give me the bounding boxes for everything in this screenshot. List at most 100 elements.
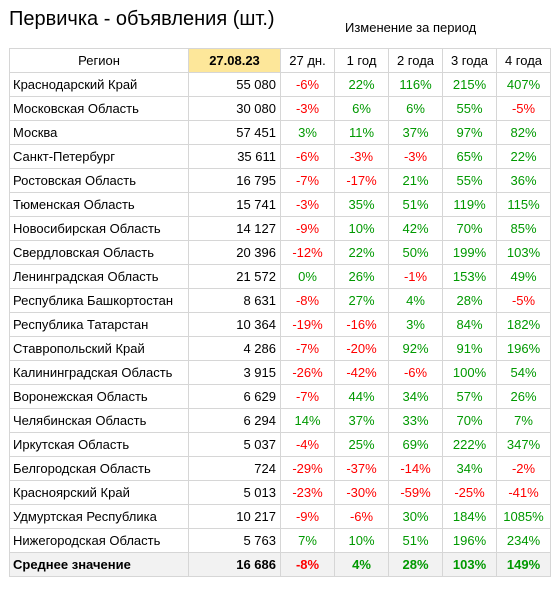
region-cell: Белгородская Область xyxy=(9,456,189,481)
change-2-years-cell: 34% xyxy=(388,384,443,409)
change-3-years-cell: 65% xyxy=(442,144,497,169)
change-4-years-cell: -2% xyxy=(496,456,551,481)
table-row: Свердловская Область 20 396 -12% 22% 50% 199%… xyxy=(9,240,551,265)
listings-count-cell: 15 741 xyxy=(188,192,281,217)
listings-count-cell: 5 013 xyxy=(188,480,281,505)
change-1-year-cell: 10% xyxy=(334,216,389,241)
header-4-years: 4 года xyxy=(496,48,551,73)
change-4-years-cell: 36% xyxy=(496,168,551,193)
change-1-year-cell: -42% xyxy=(334,360,389,385)
change-27-days-cell: -7% xyxy=(280,336,335,361)
change-3-years-cell: 97% xyxy=(442,120,497,145)
change-1-year-cell: -30% xyxy=(334,480,389,505)
change-2-years-cell: 92% xyxy=(388,336,443,361)
change-2-years-cell: 69% xyxy=(388,432,443,457)
listings-count-cell: 10 364 xyxy=(188,312,281,337)
table-row: Московская Область 30 080 -3% 6% 6% 55% -5% xyxy=(9,96,551,121)
change-2-years-cell: -6% xyxy=(388,360,443,385)
change-27-days-cell: -8% xyxy=(280,288,335,313)
change-4-years-cell: 54% xyxy=(496,360,551,385)
change-4-years-cell: -5% xyxy=(496,288,551,313)
change-3-years-cell: 103% xyxy=(442,552,497,577)
region-cell: Республика Башкортостан xyxy=(9,288,189,313)
change-1-year-cell: -3% xyxy=(334,144,389,169)
change-27-days-cell: -19% xyxy=(280,312,335,337)
table-row: Удмуртская Республика 10 217 -9% -6% 30% 184%… xyxy=(9,504,551,529)
average-row: Среднее значение 16 686 -8% 4% 28% 103% 149% xyxy=(9,552,551,577)
header-2-years: 2 года xyxy=(388,48,443,73)
change-3-years-cell: 70% xyxy=(442,408,497,433)
change-2-years-cell: 51% xyxy=(388,192,443,217)
period-change-caption: Изменение за период xyxy=(345,20,477,35)
listings-count-cell: 4 286 xyxy=(188,336,281,361)
change-4-years-cell: 347% xyxy=(496,432,551,457)
listings-count-cell: 6 294 xyxy=(188,408,281,433)
change-3-years-cell: 70% xyxy=(442,216,497,241)
change-4-years-cell: -41% xyxy=(496,480,551,505)
change-4-years-cell: 82% xyxy=(496,120,551,145)
listings-count-cell: 8 631 xyxy=(188,288,281,313)
change-4-years-cell: 407% xyxy=(496,72,551,97)
listings-count-cell: 35 611 xyxy=(188,144,281,169)
change-27-days-cell: -9% xyxy=(280,216,335,241)
change-2-years-cell: 28% xyxy=(388,552,443,577)
change-2-years-cell: 4% xyxy=(388,288,443,313)
change-2-years-cell: 42% xyxy=(388,216,443,241)
listings-count-cell: 5 037 xyxy=(188,432,281,457)
change-4-years-cell: 85% xyxy=(496,216,551,241)
change-27-days-cell: -23% xyxy=(280,480,335,505)
change-2-years-cell: 50% xyxy=(388,240,443,265)
listings-count-cell: 16 686 xyxy=(188,552,281,577)
change-2-years-cell: 3% xyxy=(388,312,443,337)
change-1-year-cell: 27% xyxy=(334,288,389,313)
change-1-year-cell: -6% xyxy=(334,504,389,529)
change-1-year-cell: 4% xyxy=(334,552,389,577)
change-3-years-cell: 55% xyxy=(442,168,497,193)
change-4-years-cell: 115% xyxy=(496,192,551,217)
table-row: Челябинская Область 6 294 14% 37% 33% 70% 7% xyxy=(9,408,551,433)
change-4-years-cell: 49% xyxy=(496,264,551,289)
change-4-years-cell: 103% xyxy=(496,240,551,265)
average-label: Среднее значение xyxy=(9,552,189,577)
change-2-years-cell: -14% xyxy=(388,456,443,481)
change-3-years-cell: 55% xyxy=(442,96,497,121)
change-3-years-cell: 199% xyxy=(442,240,497,265)
change-3-years-cell: 28% xyxy=(442,288,497,313)
header-1-year: 1 год xyxy=(334,48,389,73)
region-cell: Нижегородская Область xyxy=(9,528,189,553)
table-row: Краснодарский Край 55 080 -6% 22% 116% 215% 40… xyxy=(9,72,551,97)
change-1-year-cell: 35% xyxy=(334,192,389,217)
change-1-year-cell: 22% xyxy=(334,72,389,97)
change-27-days-cell: -8% xyxy=(280,552,335,577)
region-cell: Удмуртская Республика xyxy=(9,504,189,529)
change-3-years-cell: 119% xyxy=(442,192,497,217)
change-4-years-cell: 26% xyxy=(496,384,551,409)
change-1-year-cell: 6% xyxy=(334,96,389,121)
change-27-days-cell: -3% xyxy=(280,96,335,121)
change-1-year-cell: -20% xyxy=(334,336,389,361)
table-row: Ленинградская Область 21 572 0% 26% -1% 153% 4… xyxy=(9,264,551,289)
table-row: Республика Башкортостан 8 631 -8% 27% 4% 28% -… xyxy=(9,288,551,313)
region-cell: Ленинградская Область xyxy=(9,264,189,289)
page-title: Первичка - объявления (шт.) xyxy=(9,8,275,30)
change-4-years-cell: 196% xyxy=(496,336,551,361)
table-row: Тюменская Область 15 741 -3% 35% 51% 119% 115% xyxy=(9,192,551,217)
region-cell: Московская Область xyxy=(9,96,189,121)
region-cell: Ростовская Область xyxy=(9,168,189,193)
region-cell: Краснодарский Край xyxy=(9,72,189,97)
change-27-days-cell: -6% xyxy=(280,72,335,97)
change-4-years-cell: 234% xyxy=(496,528,551,553)
listings-count-cell: 6 629 xyxy=(188,384,281,409)
region-cell: Челябинская Область xyxy=(9,408,189,433)
change-27-days-cell: -29% xyxy=(280,456,335,481)
listings-count-cell: 55 080 xyxy=(188,72,281,97)
change-27-days-cell: -12% xyxy=(280,240,335,265)
listings-count-cell: 5 763 xyxy=(188,528,281,553)
region-cell: Ставропольский Край xyxy=(9,336,189,361)
change-27-days-cell: -4% xyxy=(280,432,335,457)
table-row: Новосибирская Область 14 127 -9% 10% 42% 70% 8… xyxy=(9,216,551,241)
listings-count-cell: 724 xyxy=(188,456,281,481)
table-row: Республика Татарстан 10 364 -19% -16% 3% 84% 1… xyxy=(9,312,551,337)
region-cell: Москва xyxy=(9,120,189,145)
change-4-years-cell: 182% xyxy=(496,312,551,337)
